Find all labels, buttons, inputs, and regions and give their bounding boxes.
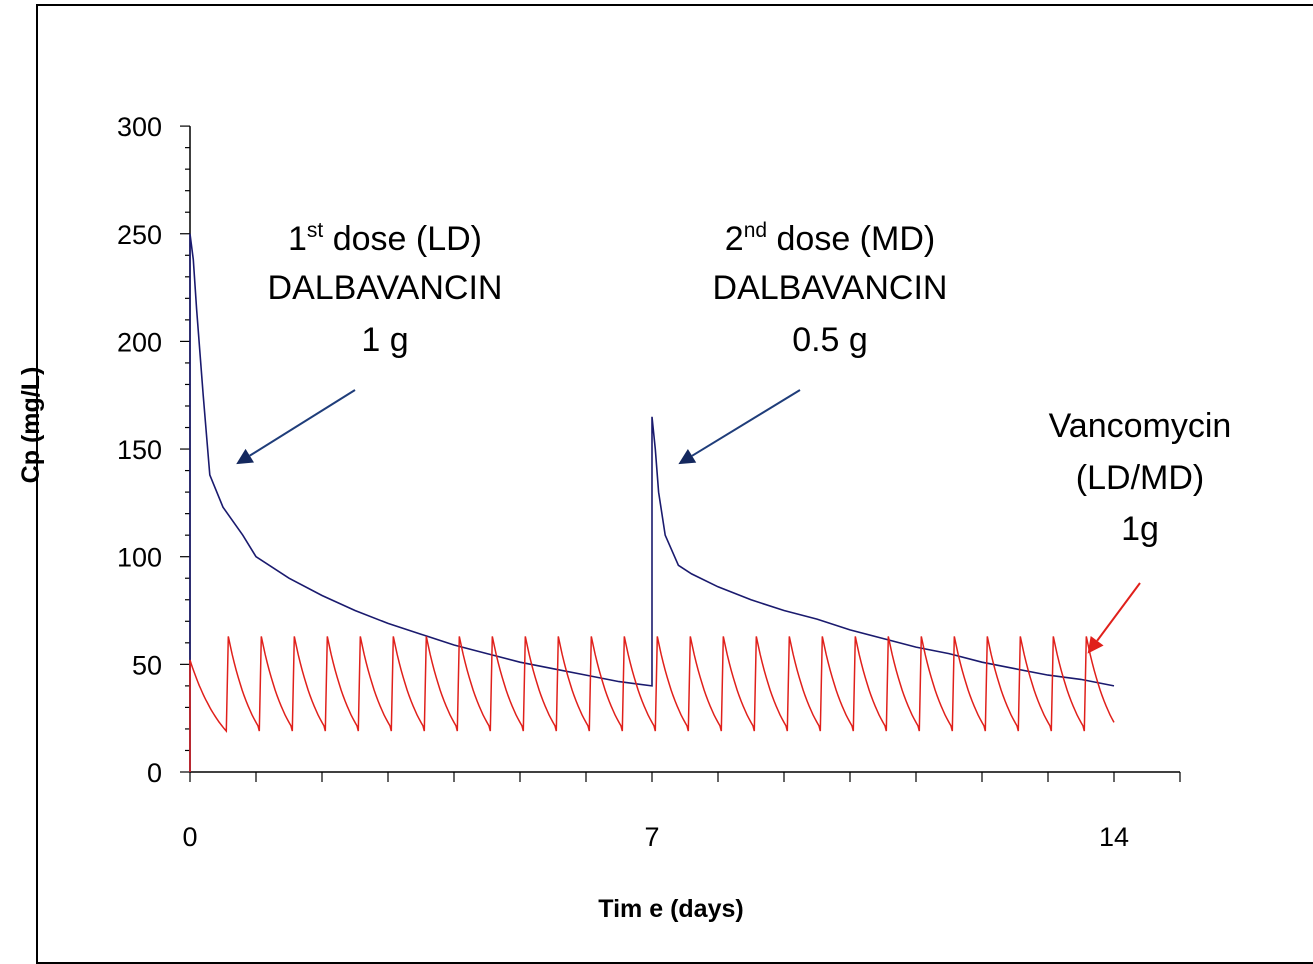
annotation-superscript: st (307, 219, 324, 242)
y-tick-label: 150 (117, 435, 162, 465)
annotation-line-2: DALBAVANCIN (713, 269, 948, 307)
annotation-arrow-shaft (249, 389, 356, 457)
chart-frame (36, 4, 1313, 964)
y-tick-label: 0 (147, 758, 162, 788)
x-tick-label: 0 (182, 822, 197, 852)
dalbavancin-line (189, 233, 1115, 772)
annotation-line-2: DALBAVANCIN (268, 269, 503, 307)
annotation-line-1-text: dose (LD) (323, 220, 482, 258)
annotation-layer: 1st dose (LD) DALBAVANCIN 1 g 2nd dose (MD)… (236, 219, 1231, 654)
x-axis-title: Tim e (days) (598, 895, 743, 923)
annotation-line-1: 2nd dose (MD) (725, 219, 935, 258)
annotation-line-1-text: Vancomycin (1049, 407, 1232, 445)
y-tick-label: 250 (117, 220, 162, 250)
x-tick-label: 14 (1099, 822, 1129, 852)
annotation-arrow-head (236, 448, 255, 465)
annotation-arrow-shaft (1096, 582, 1141, 642)
axes: 0 50 100 150 200 250 300 0 7 14 (117, 112, 1181, 852)
annotation: 1st dose (LD) DALBAVANCIN 1 g (236, 219, 503, 465)
y-tick-label: 50 (132, 650, 162, 680)
annotation-line-1-pre: 2 (725, 220, 744, 258)
y-tick-label: 100 (117, 543, 162, 573)
y-tick-label: 200 (117, 327, 162, 357)
annotation-arrow-shaft (691, 389, 801, 457)
annotation: Vancomycin (LD/MD) 1g (1049, 407, 1232, 654)
y-tick-label: 300 (117, 112, 162, 142)
x-tick-label: 7 (644, 822, 659, 852)
annotation-line-1-pre: 1 (288, 220, 307, 258)
vancomycin-line (189, 636, 1115, 772)
annotation-arrow-head (678, 448, 697, 465)
annotation-line-1: 1st dose (LD) (288, 219, 482, 258)
annotation-line-3: 0.5 g (792, 321, 868, 359)
annotation-line-1-text: dose (MD) (767, 220, 935, 258)
y-axis-title: Cp (mg/L) (17, 367, 45, 484)
annotation-line-3: 1g (1121, 510, 1159, 548)
series-layer (189, 233, 1115, 772)
annotation-line-1: Vancomycin (1049, 407, 1232, 445)
annotation-line-3: 1 g (361, 321, 408, 359)
annotation-line-2: (LD/MD) (1076, 459, 1204, 497)
annotation-arrow-head (1087, 635, 1104, 654)
annotation: 2nd dose (MD) DALBAVANCIN 0.5 g (678, 219, 948, 465)
annotation-superscript: nd (744, 219, 767, 242)
